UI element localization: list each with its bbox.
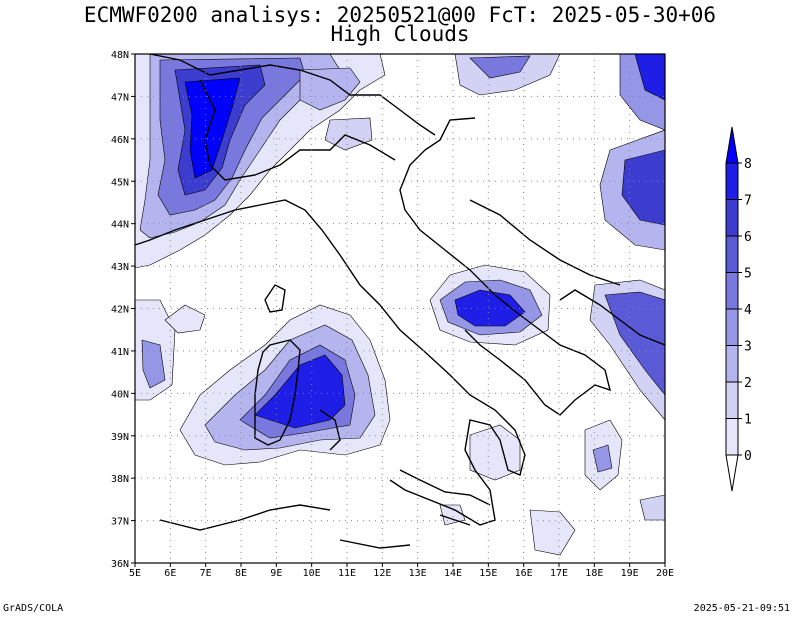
cloud-contour xyxy=(592,444,613,473)
footer-right: 2025-05-21-09:51 xyxy=(693,603,790,614)
coastline-path xyxy=(439,514,471,526)
gridlines xyxy=(135,54,665,563)
lon-tick-label: 6E xyxy=(164,568,176,579)
cloud-contour xyxy=(621,149,665,226)
cloud-contour xyxy=(141,339,166,389)
lat-tick-label: 36N xyxy=(111,559,129,570)
colorbar-label: 8 xyxy=(744,157,752,172)
lat-tick-label: 43N xyxy=(111,262,129,273)
coastline-path xyxy=(254,339,301,446)
coastline-path xyxy=(399,469,491,506)
cloud-contour xyxy=(639,494,665,521)
lon-tick-label: 9E xyxy=(270,568,282,579)
lat-tick-label: 44N xyxy=(111,220,129,231)
lat-tick-label: 37N xyxy=(111,517,129,528)
colorbar-label: 4 xyxy=(744,303,752,318)
lat-tick-label: 40N xyxy=(111,389,129,400)
coastline-path xyxy=(319,409,341,451)
coastline-path xyxy=(149,54,436,136)
coastline-path xyxy=(264,284,286,313)
colorbar-min-arrow xyxy=(725,454,739,492)
lon-tick-label: 17E xyxy=(550,568,568,579)
lon-tick-label: 18E xyxy=(585,568,603,579)
cloud-fields xyxy=(135,54,665,556)
cloud-contour xyxy=(164,304,206,334)
colorbar-segment xyxy=(725,199,739,237)
coastline-path xyxy=(339,539,411,549)
cloud-contour xyxy=(254,354,346,429)
cloud-contour xyxy=(529,509,576,556)
footer-left: GrADS/COLA xyxy=(3,603,64,614)
latitude-axis: 36N 37N 38N 39N 40N 41N 42N 43N 44N 45N 46N 47N 48N xyxy=(111,50,135,570)
colorbar-segment xyxy=(725,308,739,346)
lon-tick-label: 10E xyxy=(303,568,321,579)
chart-subtitle: High Clouds xyxy=(330,22,470,46)
lat-tick-label: 48N xyxy=(111,50,129,61)
lat-tick-label: 41N xyxy=(111,347,129,358)
colorbar-segment xyxy=(725,235,739,273)
colorbar-label: 7 xyxy=(744,194,752,209)
lon-tick-label: 13E xyxy=(409,568,427,579)
cloud-contour xyxy=(469,55,531,79)
colorbar-segment xyxy=(725,162,739,200)
cloud-contour xyxy=(184,77,241,179)
cloud-contour xyxy=(324,117,373,151)
colorbar-label: 5 xyxy=(744,267,752,282)
lat-tick-label: 45N xyxy=(111,177,129,188)
lon-tick-label: 11E xyxy=(338,568,356,579)
coastline-path xyxy=(399,117,611,416)
chart-title: ECMWF0200 analisys: 20250521@00 FcT: 202… xyxy=(83,3,717,27)
lat-tick-label: 39N xyxy=(111,432,129,443)
longitude-axis: 5E 6E 7E 8E 9E 10E 11E 12E 13E 14E 15E 16E 17E 18E 19E… xyxy=(129,563,674,579)
lon-tick-label: 14E xyxy=(444,568,462,579)
lon-tick-label: 19E xyxy=(621,568,639,579)
lon-tick-label: 16E xyxy=(515,568,533,579)
colorbar-segment xyxy=(725,345,739,383)
colorbar-segment xyxy=(725,272,739,310)
cloud-contour xyxy=(299,67,361,111)
coastline-path xyxy=(559,289,665,346)
lon-tick-label: 8E xyxy=(235,568,247,579)
colorbar-segment xyxy=(725,381,739,419)
colorbar-label: 2 xyxy=(744,376,752,391)
coastlines xyxy=(135,54,665,549)
coastline-path xyxy=(159,504,331,531)
lon-tick-label: 5E xyxy=(129,568,141,579)
colorbar: 0 1 2 3 4 5 6 7 8 xyxy=(725,126,752,492)
lon-tick-label: 20E xyxy=(656,568,674,579)
cloud-contour xyxy=(634,54,665,101)
lat-tick-label: 46N xyxy=(111,135,129,146)
colorbar-label: 3 xyxy=(744,340,752,355)
lon-tick-label: 12E xyxy=(373,568,391,579)
coastline-path xyxy=(135,199,526,526)
coastline-path xyxy=(469,199,621,286)
lat-tick-label: 42N xyxy=(111,305,129,316)
lon-tick-label: 15E xyxy=(479,568,497,579)
lat-tick-label: 38N xyxy=(111,474,129,485)
colorbar-segment xyxy=(725,418,739,456)
lat-tick-label: 47N xyxy=(111,92,129,103)
colorbar-label: 0 xyxy=(744,449,752,464)
lon-tick-label: 7E xyxy=(200,568,212,579)
colorbar-label: 6 xyxy=(744,230,752,245)
coastline-path xyxy=(199,79,396,181)
colorbar-label: 1 xyxy=(744,413,752,428)
colorbar-max-arrow xyxy=(725,126,739,164)
cloud-contour xyxy=(604,291,665,396)
